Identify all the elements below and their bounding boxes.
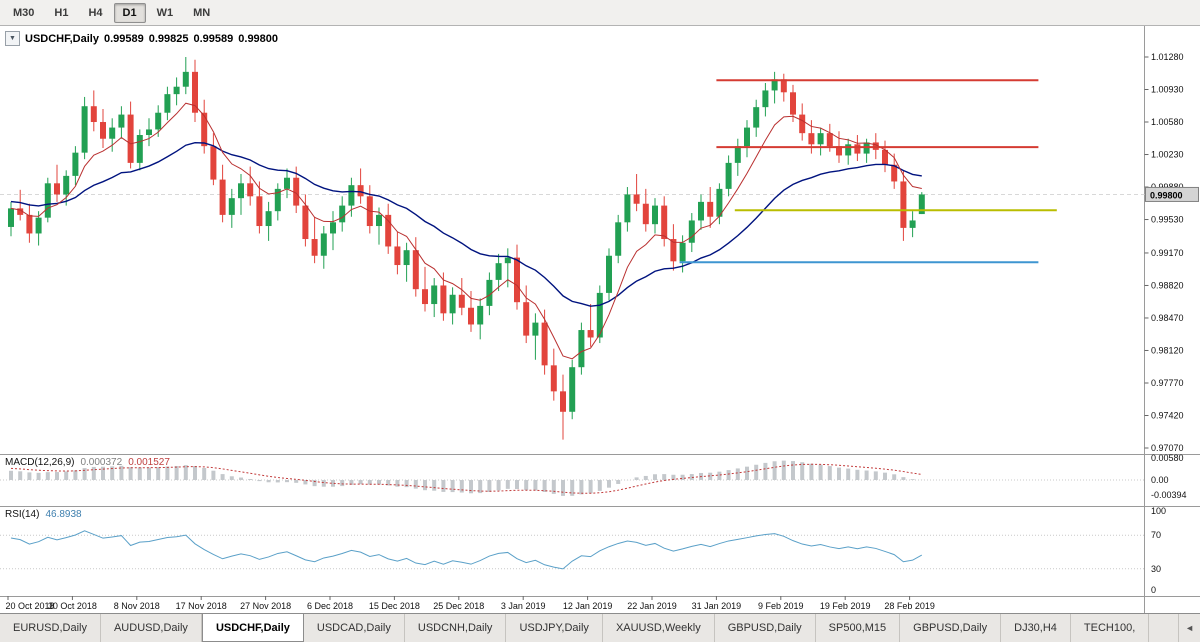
svg-text:30: 30 bbox=[1151, 564, 1161, 574]
timeframe-button-h4[interactable]: H4 bbox=[79, 3, 111, 23]
svg-text:100: 100 bbox=[1151, 506, 1166, 516]
svg-text:-0.00394: -0.00394 bbox=[1151, 490, 1187, 500]
svg-text:12 Jan 2019: 12 Jan 2019 bbox=[563, 601, 613, 611]
svg-text:1.01280: 1.01280 bbox=[1151, 52, 1184, 62]
timeframe-toolbar: M30 H1 H4 D1 W1 MN bbox=[0, 0, 1200, 26]
tab-sp500-m15[interactable]: SP500,M15 bbox=[816, 614, 901, 642]
svg-text:0.99170: 0.99170 bbox=[1151, 248, 1184, 258]
svg-text:0.00: 0.00 bbox=[1151, 475, 1169, 485]
timeframe-button-h1[interactable]: H1 bbox=[45, 3, 77, 23]
svg-text:0.98470: 0.98470 bbox=[1151, 313, 1184, 323]
svg-text:0.99800: 0.99800 bbox=[1150, 190, 1183, 200]
svg-text:31 Jan 2019: 31 Jan 2019 bbox=[692, 601, 742, 611]
svg-text:27 Nov 2018: 27 Nov 2018 bbox=[240, 601, 291, 611]
svg-text:28 Feb 2019: 28 Feb 2019 bbox=[884, 601, 935, 611]
tab-gbpusd-daily-2[interactable]: GBPUSD,Daily bbox=[900, 614, 1002, 642]
svg-text:0: 0 bbox=[1151, 585, 1156, 595]
svg-text:0.97770: 0.97770 bbox=[1151, 378, 1184, 388]
svg-text:1.00230: 1.00230 bbox=[1151, 150, 1184, 160]
svg-text:9 Feb 2019: 9 Feb 2019 bbox=[758, 601, 804, 611]
svg-text:1.00580: 1.00580 bbox=[1151, 117, 1184, 127]
svg-text:25 Dec 2018: 25 Dec 2018 bbox=[433, 601, 484, 611]
svg-text:19 Feb 2019: 19 Feb 2019 bbox=[820, 601, 871, 611]
tab-gbpusd-daily[interactable]: GBPUSD,Daily bbox=[715, 614, 816, 642]
tab-xauusd-weekly[interactable]: XAUUSD,Weekly bbox=[603, 614, 715, 642]
timeframe-button-m30[interactable]: M30 bbox=[4, 3, 43, 23]
chart-tabs: EURUSD,Daily AUDUSD,Daily USDCHF,Daily USDC… bbox=[0, 614, 1178, 642]
timeframe-button-mn[interactable]: MN bbox=[184, 3, 219, 23]
tab-scroll-left-icon[interactable]: ◄ bbox=[1178, 614, 1200, 642]
svg-text:1.00930: 1.00930 bbox=[1151, 85, 1184, 95]
svg-text:20 Oct 2018: 20 Oct 2018 bbox=[5, 601, 54, 611]
svg-text:8 Nov 2018: 8 Nov 2018 bbox=[114, 601, 160, 611]
chart-canvas[interactable]: 1.012801.009301.005801.002300.998800.995… bbox=[0, 26, 1200, 613]
svg-text:3 Jan 2019: 3 Jan 2019 bbox=[501, 601, 546, 611]
tab-usdchf-daily[interactable]: USDCHF,Daily bbox=[201, 614, 304, 642]
tab-audusd-daily[interactable]: AUDUSD,Daily bbox=[101, 614, 202, 642]
tab-tech100[interactable]: TECH100, bbox=[1071, 614, 1150, 642]
tab-usdcad-daily[interactable]: USDCAD,Daily bbox=[304, 614, 405, 642]
timeframe-button-w1[interactable]: W1 bbox=[148, 3, 183, 23]
tab-dj30-h4[interactable]: DJ30,H4 bbox=[1001, 614, 1071, 642]
tab-usdjpy-daily[interactable]: USDJPY,Daily bbox=[506, 614, 603, 642]
svg-text:0.99530: 0.99530 bbox=[1151, 215, 1184, 225]
tab-eurusd-daily[interactable]: EURUSD,Daily bbox=[0, 614, 101, 642]
svg-text:0.00580: 0.00580 bbox=[1151, 453, 1184, 463]
svg-text:0.98120: 0.98120 bbox=[1151, 345, 1184, 355]
tab-bar: EURUSD,Daily AUDUSD,Daily USDCHF,Daily USDC… bbox=[0, 613, 1200, 642]
timeframe-button-d1[interactable]: D1 bbox=[113, 2, 146, 23]
svg-text:22 Jan 2019: 22 Jan 2019 bbox=[627, 601, 677, 611]
svg-text:0.97420: 0.97420 bbox=[1151, 410, 1184, 420]
tab-usdcnh-daily[interactable]: USDCNH,Daily bbox=[405, 614, 507, 642]
svg-text:70: 70 bbox=[1151, 530, 1161, 540]
chart-window: 1.012801.009301.005801.002300.998800.995… bbox=[0, 26, 1200, 613]
svg-text:17 Nov 2018: 17 Nov 2018 bbox=[176, 601, 227, 611]
svg-text:0.98820: 0.98820 bbox=[1151, 280, 1184, 290]
svg-text:30 Oct 2018: 30 Oct 2018 bbox=[48, 601, 97, 611]
svg-text:0.97070: 0.97070 bbox=[1151, 443, 1184, 453]
svg-text:15 Dec 2018: 15 Dec 2018 bbox=[369, 601, 420, 611]
svg-text:6 Dec 2018: 6 Dec 2018 bbox=[307, 601, 353, 611]
collapse-chart-icon[interactable]: ▼ bbox=[5, 31, 20, 46]
